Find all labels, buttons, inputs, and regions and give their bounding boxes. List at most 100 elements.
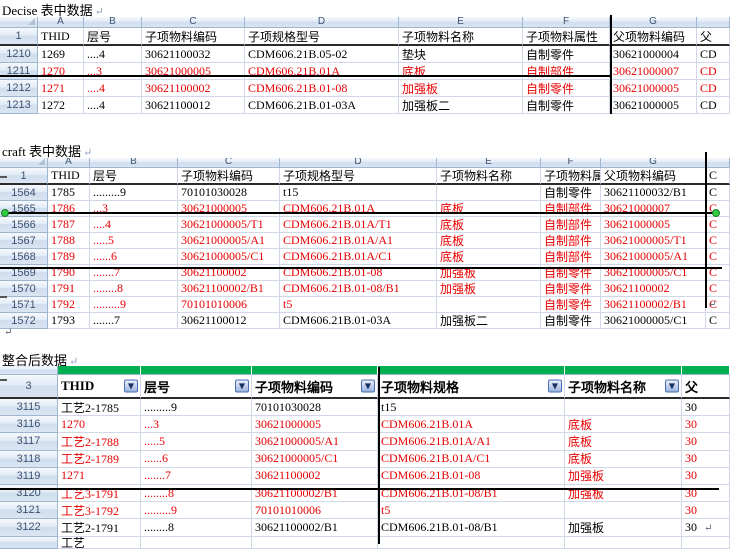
column-letter-c: C [142, 17, 245, 28]
cell: 自制部件 [541, 249, 601, 265]
outline-dash [0, 176, 7, 178]
cell: 30621000005 [610, 80, 697, 97]
filter-button[interactable]: ▼ [124, 379, 138, 393]
cell: C [706, 313, 730, 329]
cell: 工艺2-1785 [58, 399, 141, 417]
cell: .......7 [90, 313, 178, 329]
green-bar-segment [58, 366, 141, 375]
cell: 加强板 [565, 467, 682, 485]
cell: 30621000005/C1 [252, 450, 378, 468]
cell: 自制零件 [541, 281, 601, 297]
row-number: 3115 [0, 399, 58, 417]
column-header: 子项物料名称 [399, 28, 523, 46]
cell: t5 [280, 297, 437, 313]
cell: CDM606.21B.01-08/B1 [378, 519, 565, 537]
cell: .........9 [141, 399, 252, 417]
merged-table: 3 THID ▼ 层号 ▼ 子项物料编码 ▼ 子项物料规格 ▼ 子项物料名称 ▼ 父 3115 工艺2-1… [0, 366, 730, 549]
row-number: 1210 [0, 46, 38, 63]
filter-button[interactable]: ▼ [548, 379, 562, 393]
cell: 自制零件 [523, 80, 610, 97]
line-handle-right[interactable] [712, 209, 720, 217]
row-number: 1570 [0, 281, 48, 297]
cell: CDM606.21B.01A [378, 416, 565, 434]
green-bar-segment [682, 366, 730, 375]
cell: CDM606.21B.01-08/B1 [280, 281, 437, 297]
column-header: 子项物料编码 ▼ [252, 375, 378, 399]
cell: 自制部件 [541, 233, 601, 249]
column-letter-g: G [601, 158, 706, 168]
cell: 30621000005 [610, 97, 697, 114]
cell: 1791 [48, 281, 90, 297]
row-number: 3118 [0, 450, 58, 468]
cell: CDM606.21B.05-02 [245, 46, 399, 63]
column-letter-g: G [610, 17, 697, 28]
annotation-line-selected[interactable] [6, 212, 713, 214]
cell: 30621000007 [610, 63, 697, 80]
annotation-line-vertical-1[interactable] [610, 15, 612, 114]
annotation-line-horizontal-2[interactable] [0, 267, 722, 269]
cell: CDM606.21B.01A [245, 63, 399, 80]
row-number: 3 [0, 375, 58, 399]
cell: 自制零件 [541, 265, 601, 281]
cell: .......7 [141, 467, 252, 485]
cell: 自制零件 [541, 297, 601, 313]
filter-button[interactable]: ▼ [361, 379, 375, 393]
cell: 70101010006 [252, 502, 378, 520]
cell: 30621100002/B1 [252, 519, 378, 537]
column-header: 父 [682, 375, 730, 399]
cell: 底板 [565, 433, 682, 451]
cell: CDM606.21B.01-08 [245, 80, 399, 97]
cell: ....4 [84, 80, 142, 97]
row-header-partial [0, 366, 58, 375]
cell: 1270 [58, 416, 141, 434]
cell [682, 536, 730, 549]
annotation-line-horizontal-3[interactable] [0, 488, 719, 490]
cell: 30 [682, 399, 730, 417]
cell: .....5 [90, 233, 178, 249]
filter-button[interactable]: ▼ [235, 379, 249, 393]
line-handle-left[interactable] [1, 209, 9, 217]
cell: 1787 [48, 217, 90, 233]
column-header: 父 [697, 28, 730, 46]
cell: 工艺2-1788 [58, 433, 141, 451]
cell: 1271 [58, 467, 141, 485]
cell: 自制零件 [541, 185, 601, 201]
cell: 垫块 [399, 46, 523, 63]
cell: 30621100002 [601, 281, 706, 297]
cell: CD [697, 97, 730, 114]
column-letter-a: A [48, 158, 90, 168]
column-letter-f: F [523, 17, 610, 28]
annotation-line-horizontal-1[interactable] [0, 75, 611, 77]
annotation-line-vertical-3[interactable] [378, 367, 380, 544]
cell: 工艺2-1791 [58, 519, 141, 537]
select-all-corner [0, 17, 38, 28]
cell: ....4 [84, 97, 142, 114]
cell: .........9 [90, 297, 178, 313]
cell: 1271 [38, 80, 84, 97]
row-number: 1572 [0, 313, 48, 329]
row-number: 1213 [0, 97, 38, 114]
row-number: 3121 [0, 502, 58, 520]
cell: 加强板 [437, 281, 541, 297]
cell: 1793 [48, 313, 90, 329]
section-title-craft: craft 表中数据 ↵ [2, 141, 92, 160]
column-letter-c: C [178, 158, 280, 168]
column-header: 子项物料名称 [437, 168, 541, 185]
cell: 加强板二 [399, 97, 523, 114]
column-header: 子项物料名称 ▼ [565, 375, 682, 399]
row-number: 1568 [0, 249, 48, 265]
cell: CDM606.21B.01-03A [245, 97, 399, 114]
cell: ...3 [141, 416, 252, 434]
cell: 1788 [48, 233, 90, 249]
cell: ...3 [90, 201, 178, 217]
row-number: 3116 [0, 416, 58, 434]
section-title-decise: Decise 表中数据 ↵ [2, 0, 104, 19]
cell: 工艺3-1791 [58, 484, 141, 503]
cell: 1270 [38, 63, 84, 80]
filter-button[interactable]: ▼ [665, 379, 679, 393]
cell [437, 297, 541, 313]
annotation-line-vertical-2[interactable] [705, 152, 707, 308]
cell: 30621000005 [601, 217, 706, 233]
cell: 30621100002/B1 [601, 297, 706, 313]
